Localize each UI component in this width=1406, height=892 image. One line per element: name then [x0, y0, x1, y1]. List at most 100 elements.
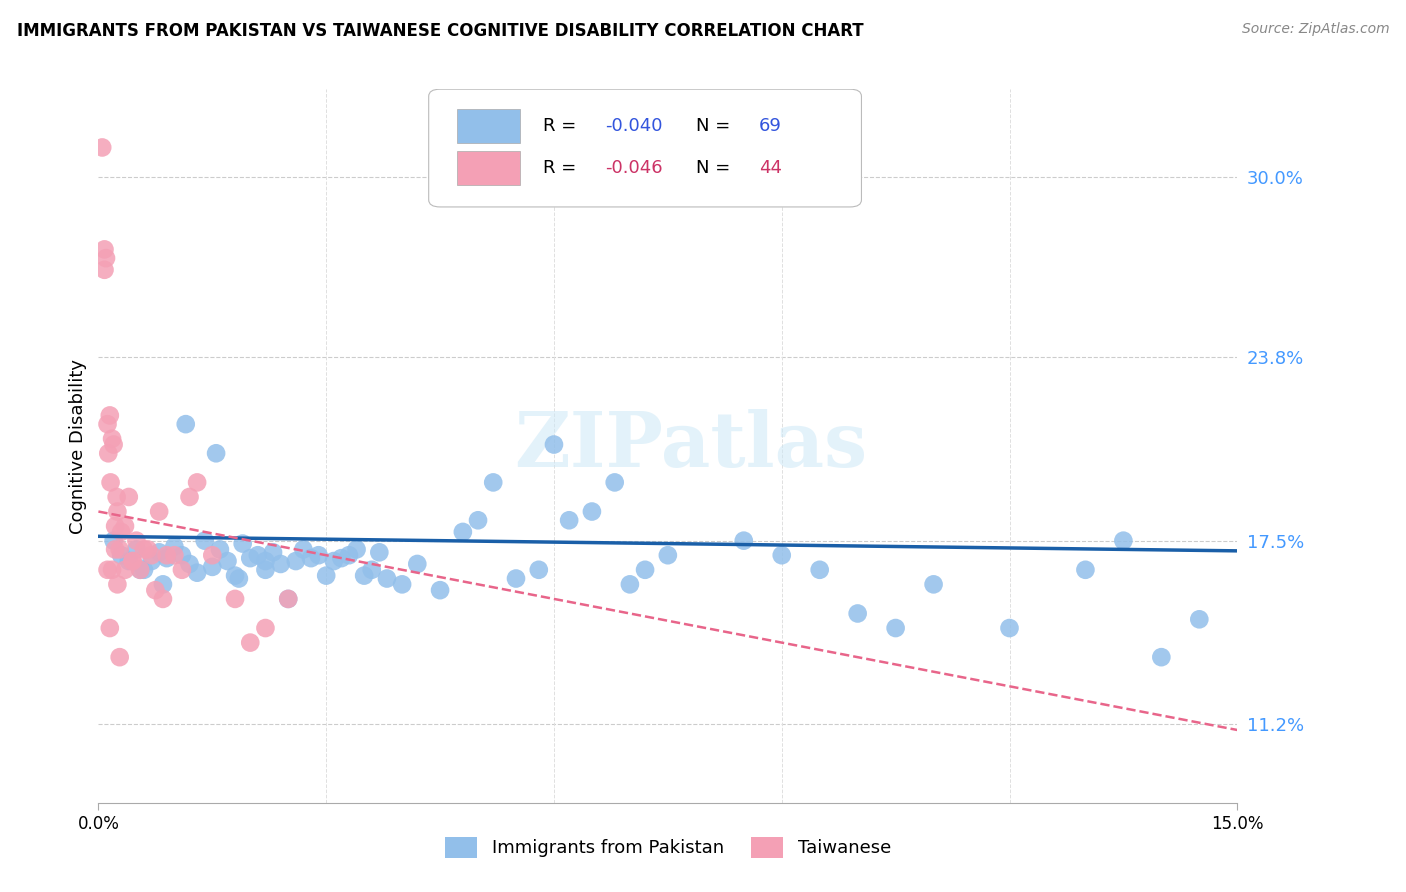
Point	[1150, 650, 1173, 665]
Point	[208, 542, 231, 557]
Point	[93, 262, 115, 277]
Point	[118, 554, 141, 568]
Text: N =: N =	[696, 118, 737, 136]
Point	[141, 554, 163, 568]
Point	[152, 577, 174, 591]
Point	[93, 243, 115, 257]
Text: 44: 44	[759, 159, 782, 177]
Point	[105, 490, 128, 504]
Point	[353, 568, 375, 582]
FancyBboxPatch shape	[429, 89, 862, 207]
Point	[368, 545, 391, 559]
Point	[254, 563, 277, 577]
Point	[98, 409, 121, 423]
Point	[145, 583, 167, 598]
Point	[277, 591, 299, 606]
Point	[97, 446, 120, 460]
Point	[201, 560, 224, 574]
Point	[998, 621, 1021, 635]
Point	[322, 554, 344, 568]
Point	[148, 545, 170, 559]
Text: -0.046: -0.046	[605, 159, 662, 177]
Point	[360, 563, 382, 577]
Point	[467, 513, 489, 527]
Point	[141, 548, 163, 562]
Point	[156, 548, 179, 562]
Point	[451, 524, 474, 539]
Point	[94, 251, 117, 265]
Text: -0.040: -0.040	[605, 118, 662, 136]
FancyBboxPatch shape	[457, 109, 520, 144]
Point	[148, 504, 170, 518]
Point	[96, 417, 118, 432]
Y-axis label: Cognitive Disability: Cognitive Disability	[69, 359, 87, 533]
Text: IMMIGRANTS FROM PAKISTAN VS TAIWANESE COGNITIVE DISABILITY CORRELATION CHART: IMMIGRANTS FROM PAKISTAN VS TAIWANESE CO…	[17, 22, 863, 40]
Point	[107, 577, 129, 591]
Point	[174, 417, 197, 432]
Point	[103, 533, 125, 548]
Point	[634, 563, 657, 577]
Point	[114, 519, 136, 533]
Point	[391, 577, 413, 591]
Point	[657, 548, 679, 562]
Point	[228, 572, 250, 586]
Point	[239, 635, 262, 649]
Text: 69: 69	[759, 118, 782, 136]
Point	[100, 475, 122, 490]
Point	[1188, 612, 1211, 626]
Point	[770, 548, 793, 562]
Point	[110, 548, 132, 562]
Point	[201, 548, 224, 562]
Text: N =: N =	[696, 159, 737, 177]
Point	[129, 563, 152, 577]
Point	[884, 621, 907, 635]
Point	[101, 432, 124, 446]
Point	[114, 563, 136, 577]
Point	[346, 542, 368, 557]
Point	[505, 572, 527, 586]
Point	[337, 548, 360, 562]
Point	[808, 563, 831, 577]
Point	[170, 563, 193, 577]
Text: R =: R =	[543, 118, 582, 136]
FancyBboxPatch shape	[457, 151, 520, 185]
Point	[179, 557, 201, 571]
Point	[284, 554, 307, 568]
Point	[619, 577, 641, 591]
Point	[315, 568, 337, 582]
Point	[527, 563, 550, 577]
Point	[110, 524, 132, 539]
Point	[132, 563, 155, 577]
Point	[136, 542, 159, 557]
Point	[107, 504, 129, 518]
Point	[262, 545, 284, 559]
Point	[108, 650, 131, 665]
Point	[186, 566, 208, 580]
Point	[270, 557, 292, 571]
Point	[603, 475, 626, 490]
Point	[581, 504, 603, 518]
Point	[330, 551, 353, 566]
Point	[104, 542, 127, 557]
Point	[922, 577, 945, 591]
Point	[846, 607, 869, 621]
Point	[558, 513, 581, 527]
Point	[194, 533, 217, 548]
Point	[170, 548, 193, 562]
Point	[482, 475, 505, 490]
Point	[217, 554, 239, 568]
Point	[163, 540, 186, 554]
Point	[132, 542, 155, 557]
Point	[239, 551, 262, 566]
Text: Source: ZipAtlas.com: Source: ZipAtlas.com	[1241, 22, 1389, 37]
Point	[1074, 563, 1097, 577]
Point	[152, 591, 174, 606]
Point	[224, 568, 246, 582]
Point	[292, 542, 315, 557]
Point	[375, 572, 398, 586]
Point	[101, 563, 124, 577]
Point	[98, 621, 121, 635]
Point	[118, 490, 141, 504]
Point	[1112, 533, 1135, 548]
Point	[733, 533, 755, 548]
